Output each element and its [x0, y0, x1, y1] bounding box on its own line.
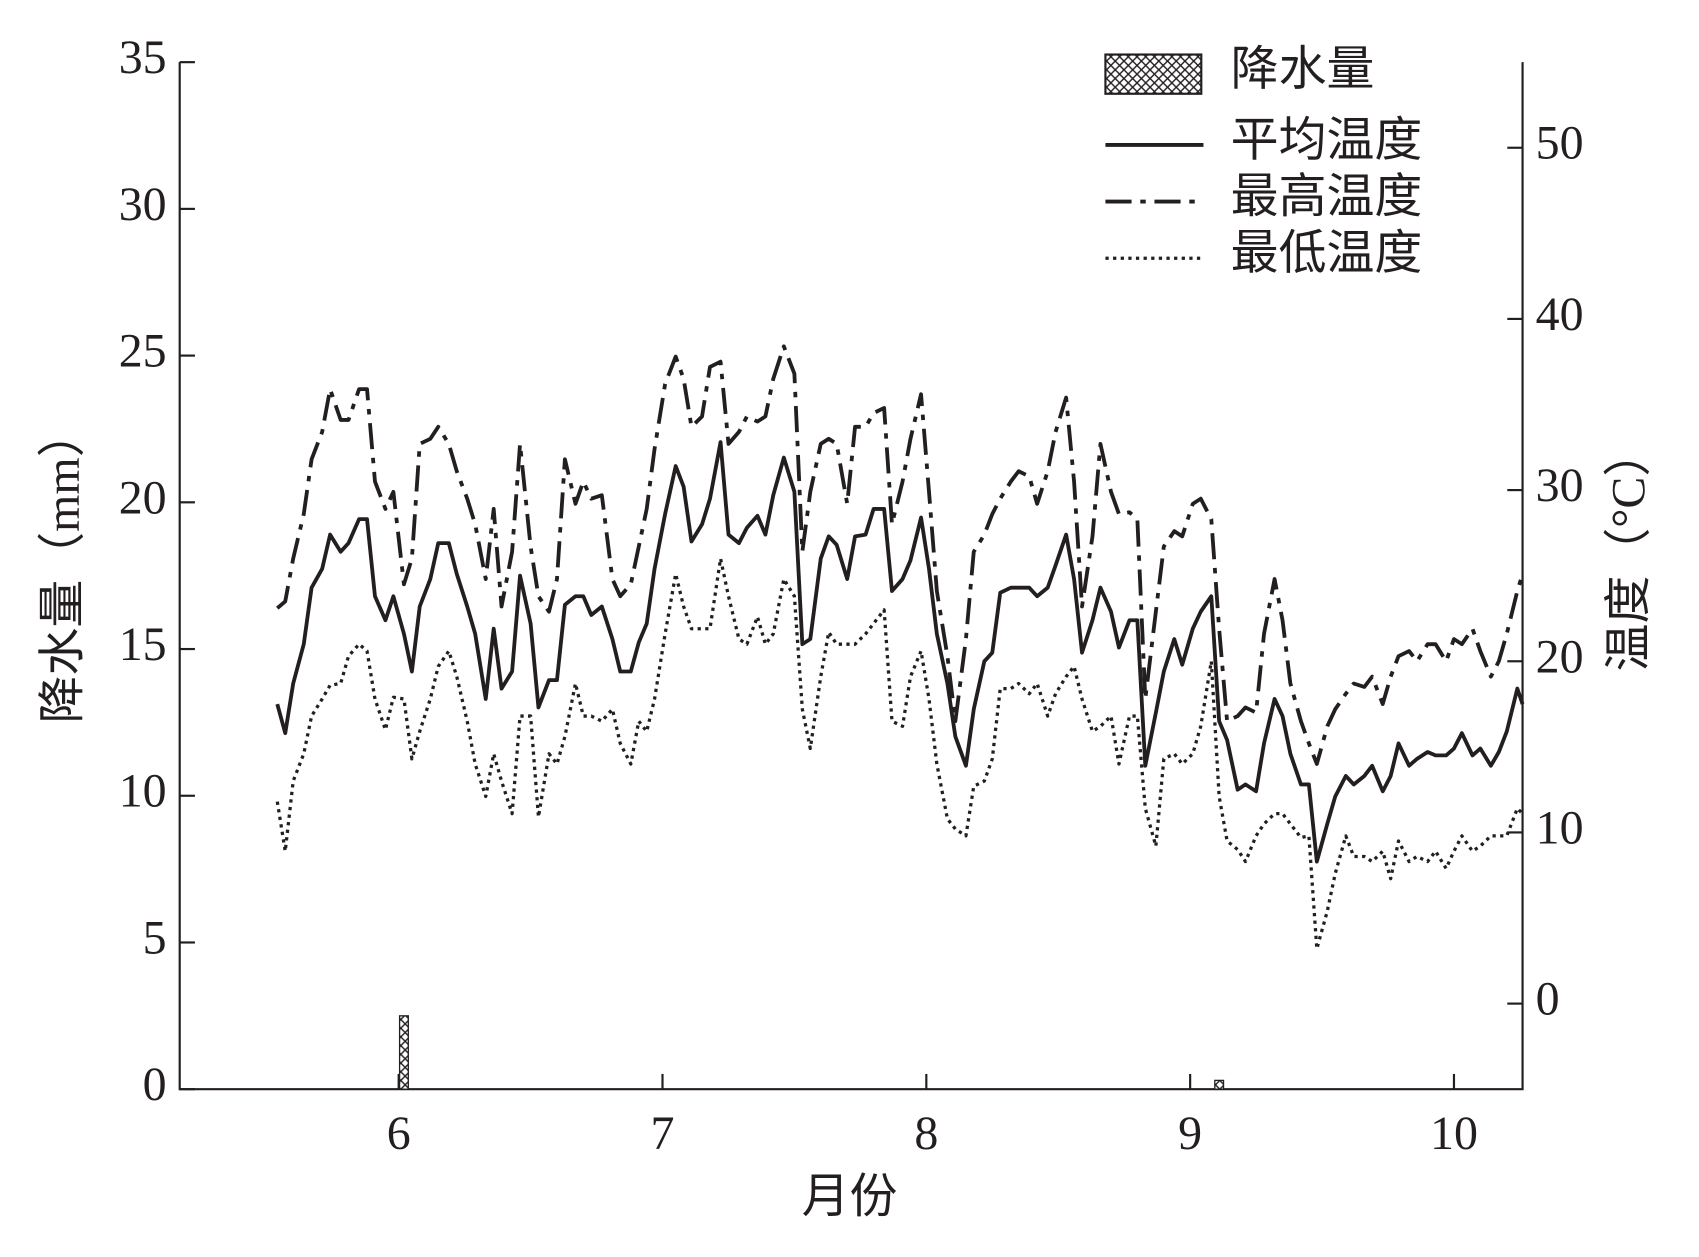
x-tick-label: 8 [914, 1107, 938, 1160]
y-axis-label: 降水量（mm） [37, 409, 90, 723]
legend-label: 降水量 [1231, 43, 1375, 96]
y2-tick-label: 20 [1536, 630, 1584, 683]
y-tick-label: 25 [119, 325, 167, 378]
x-tick-label: 6 [387, 1107, 411, 1160]
y-tick-label: 20 [119, 471, 167, 524]
y-tick-label: 10 [119, 765, 167, 818]
y2-tick-label: 30 [1536, 459, 1584, 512]
x-tick-label: 10 [1430, 1107, 1478, 1160]
temperature-line [275, 440, 1525, 864]
y2-tick-label: 40 [1536, 288, 1584, 341]
y2-axis-label: 温度（°C） [1603, 429, 1656, 672]
x-axis-label: 月份 [802, 1170, 898, 1223]
legend-label: 平均温度 [1231, 114, 1423, 167]
precip-bar [1214, 1079, 1225, 1090]
legend-swatch [1104, 53, 1203, 95]
precip-bar [398, 1015, 409, 1090]
y2-tick-label: 10 [1536, 801, 1584, 854]
x-tick-label: 9 [1178, 1107, 1202, 1160]
y2-tick-label: 0 [1536, 973, 1560, 1026]
y-tick-label: 15 [119, 618, 167, 671]
y-tick-label: 35 [119, 31, 167, 84]
y-tick-label: 30 [119, 178, 167, 231]
temperature-line [275, 556, 1524, 951]
y-tick-label: 5 [143, 911, 167, 964]
y2-tick-label: 50 [1536, 117, 1584, 170]
legend-label: 最低温度 [1231, 227, 1423, 280]
temperature-line [276, 344, 1525, 766]
x-tick-label: 7 [651, 1107, 675, 1160]
legend-label: 最高温度 [1231, 171, 1423, 224]
axis-frame [178, 62, 1524, 1091]
y-tick-label: 0 [143, 1058, 167, 1111]
